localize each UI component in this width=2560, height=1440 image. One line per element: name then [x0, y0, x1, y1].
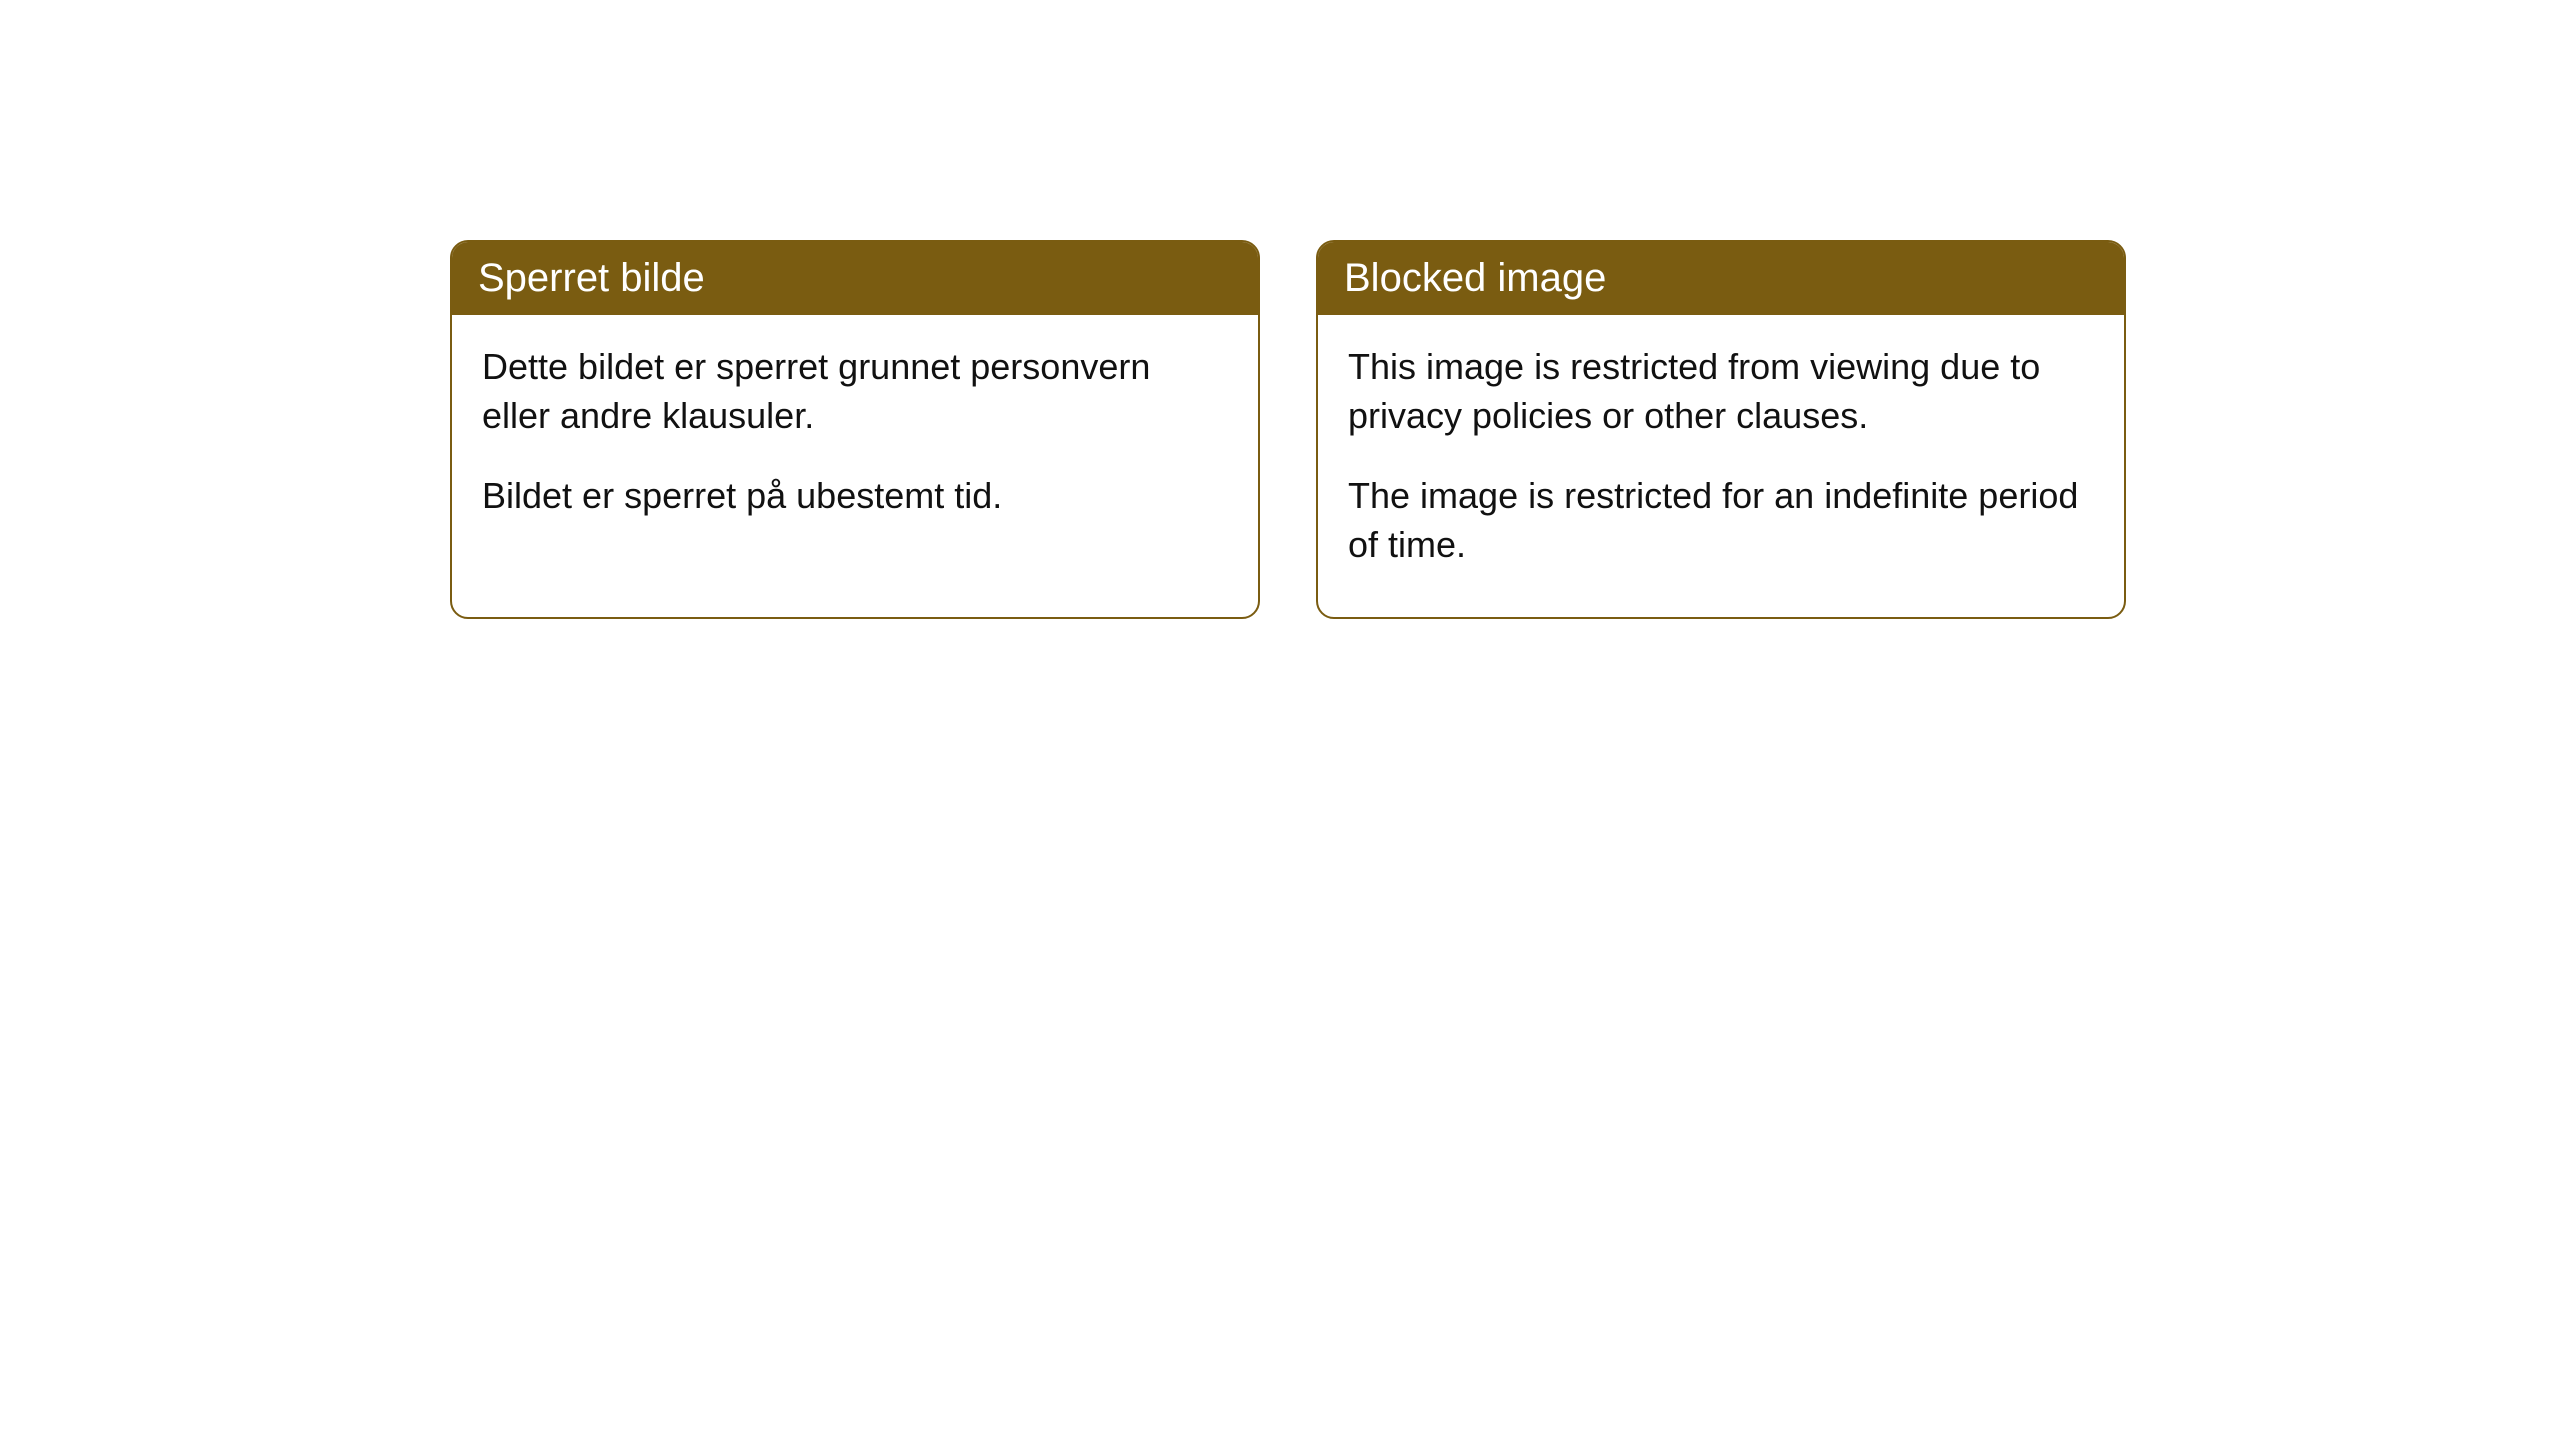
notice-paragraph-1-norwegian: Dette bildet er sperret grunnet personve…	[482, 343, 1228, 440]
card-title-english: Blocked image	[1318, 242, 2124, 315]
card-body-norwegian: Dette bildet er sperret grunnet personve…	[452, 315, 1258, 569]
blocked-image-card-english: Blocked image This image is restricted f…	[1316, 240, 2126, 619]
notice-paragraph-2-norwegian: Bildet er sperret på ubestemt tid.	[482, 472, 1228, 521]
notice-cards-container: Sperret bilde Dette bildet er sperret gr…	[450, 240, 2126, 619]
blocked-image-card-norwegian: Sperret bilde Dette bildet er sperret gr…	[450, 240, 1260, 619]
card-body-english: This image is restricted from viewing du…	[1318, 315, 2124, 617]
notice-paragraph-1-english: This image is restricted from viewing du…	[1348, 343, 2094, 440]
notice-paragraph-2-english: The image is restricted for an indefinit…	[1348, 472, 2094, 569]
card-title-norwegian: Sperret bilde	[452, 242, 1258, 315]
